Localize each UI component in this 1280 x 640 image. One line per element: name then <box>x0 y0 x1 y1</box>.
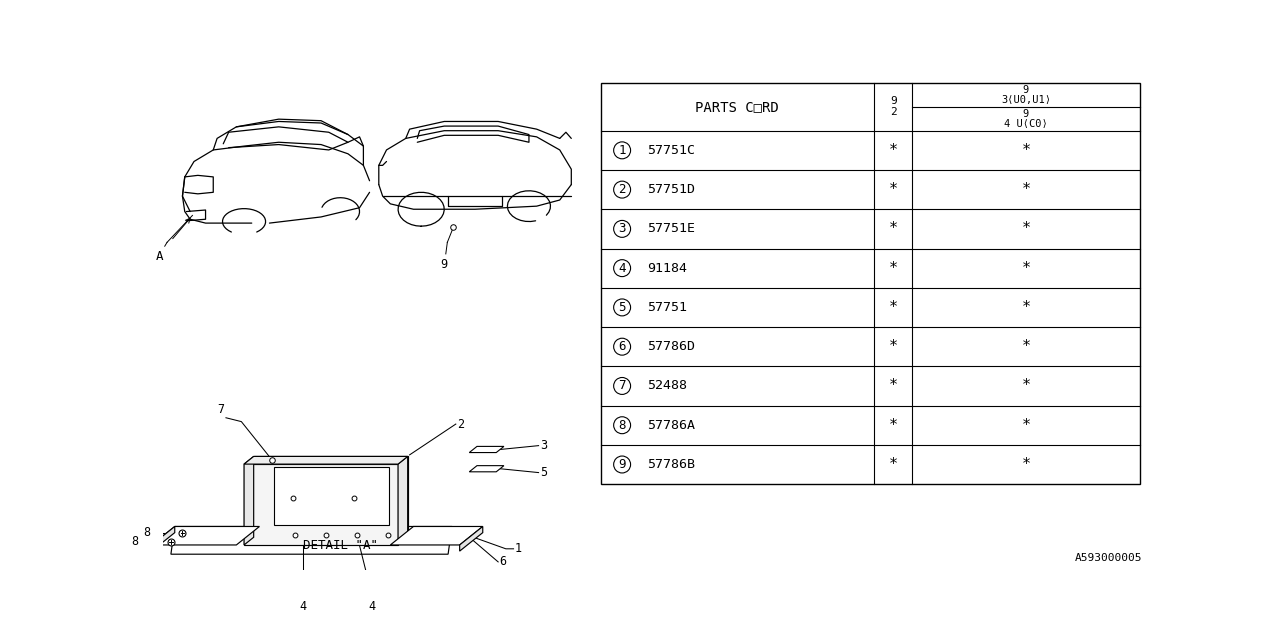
Polygon shape <box>244 464 398 545</box>
Polygon shape <box>390 527 483 545</box>
Text: 6: 6 <box>499 556 507 568</box>
Text: *: * <box>888 260 897 276</box>
Text: 7: 7 <box>218 403 224 416</box>
Text: 4: 4 <box>369 600 376 613</box>
Polygon shape <box>244 456 253 545</box>
Text: 3: 3 <box>540 439 548 452</box>
Text: *: * <box>888 378 897 394</box>
Text: 57786B: 57786B <box>646 458 695 471</box>
Text: A: A <box>156 250 163 263</box>
Text: *: * <box>1021 378 1030 394</box>
Polygon shape <box>470 466 504 472</box>
Text: 57786D: 57786D <box>646 340 695 353</box>
Text: 4: 4 <box>300 600 306 613</box>
Text: 1: 1 <box>515 542 522 556</box>
Text: 8: 8 <box>618 419 626 432</box>
Text: *: * <box>888 221 897 236</box>
Text: 8: 8 <box>143 526 150 539</box>
Text: *: * <box>888 418 897 433</box>
Text: *: * <box>1021 300 1030 315</box>
Text: 7: 7 <box>618 380 626 392</box>
Text: PARTS C□RD: PARTS C□RD <box>695 100 780 114</box>
Text: DETAIL "A": DETAIL "A" <box>303 539 378 552</box>
Polygon shape <box>172 527 452 554</box>
Text: 91184: 91184 <box>646 262 687 275</box>
Text: 4: 4 <box>618 262 626 275</box>
Text: *: * <box>888 182 897 197</box>
Text: *: * <box>1021 418 1030 433</box>
Text: 9
2: 9 2 <box>890 97 896 117</box>
Text: 9
3⟨U0,U1⟩: 9 3⟨U0,U1⟩ <box>1001 85 1051 105</box>
Text: *: * <box>1021 260 1030 276</box>
Text: 52488: 52488 <box>646 380 687 392</box>
Text: A593000005: A593000005 <box>1075 554 1143 563</box>
Text: *: * <box>1021 182 1030 197</box>
Text: *: * <box>1021 457 1030 472</box>
Text: 1: 1 <box>618 144 626 157</box>
Text: 5: 5 <box>618 301 626 314</box>
Text: 2: 2 <box>618 183 626 196</box>
Text: *: * <box>1021 221 1030 236</box>
Text: 57786A: 57786A <box>646 419 695 432</box>
Text: *: * <box>888 300 897 315</box>
Text: *: * <box>1021 143 1030 158</box>
Polygon shape <box>151 527 260 545</box>
Text: 57751E: 57751E <box>646 222 695 236</box>
Text: *: * <box>888 339 897 354</box>
Text: *: * <box>888 143 897 158</box>
Text: 3: 3 <box>618 222 626 236</box>
Text: 9
4 U⟨C0⟩: 9 4 U⟨C0⟩ <box>1004 109 1048 129</box>
Polygon shape <box>398 456 407 545</box>
Text: 57751D: 57751D <box>646 183 695 196</box>
Polygon shape <box>151 527 175 551</box>
Polygon shape <box>470 447 504 452</box>
Text: *: * <box>1021 339 1030 354</box>
Text: 9: 9 <box>440 258 448 271</box>
Polygon shape <box>253 456 407 537</box>
Text: 57751C: 57751C <box>646 144 695 157</box>
Polygon shape <box>460 527 483 551</box>
Polygon shape <box>244 456 407 464</box>
Text: 8: 8 <box>132 536 138 548</box>
Text: 57751: 57751 <box>646 301 687 314</box>
Text: 5: 5 <box>540 466 548 479</box>
Text: 2: 2 <box>457 417 465 431</box>
Bar <box>600 83 1139 484</box>
Text: 6: 6 <box>618 340 626 353</box>
Polygon shape <box>274 467 389 525</box>
Text: *: * <box>888 457 897 472</box>
Text: 9: 9 <box>618 458 626 471</box>
